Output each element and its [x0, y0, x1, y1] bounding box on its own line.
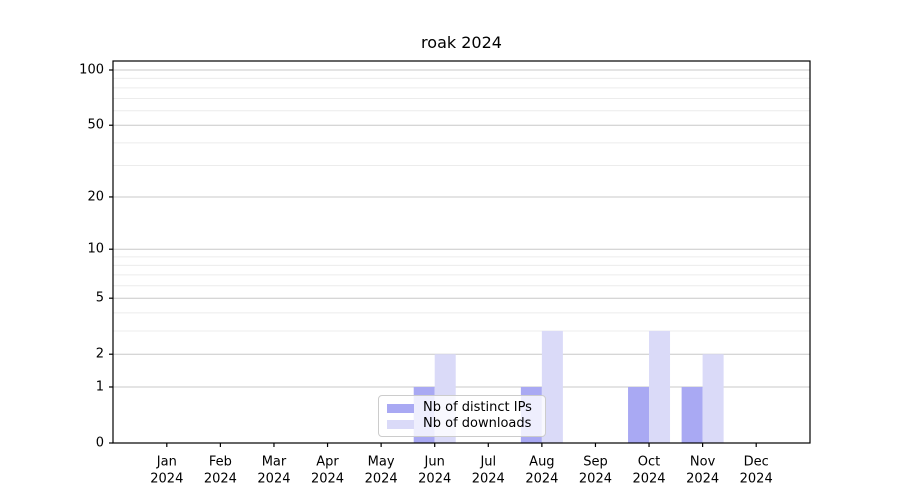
legend-label-downloads: Nb of downloads — [423, 416, 532, 431]
x-tick-label-year-jan: 2024 — [150, 472, 183, 487]
bar-downloads-aug — [541, 330, 563, 443]
x-tick-label-year-jun: 2024 — [418, 472, 451, 487]
y-tick-label-5: 5 — [96, 291, 104, 306]
bar-downloads-nov — [702, 354, 724, 443]
x-tick-label-year-apr: 2024 — [311, 472, 344, 487]
x-tick-label-year-aug: 2024 — [525, 472, 558, 487]
chart-title: roak 2024 — [421, 33, 502, 52]
x-tick-label-year-may: 2024 — [365, 472, 398, 487]
x-tick-label-year-dec: 2024 — [740, 472, 773, 487]
x-tick-label-year-oct: 2024 — [632, 472, 665, 487]
legend-swatch-downloads — [387, 419, 414, 429]
x-tick-label-month-feb: Feb — [209, 455, 232, 470]
x-tick-label-month-apr: Apr — [316, 455, 339, 470]
y-tick-label-2: 2 — [96, 347, 104, 362]
legend-item-downloads: Nb of downloads — [387, 417, 537, 431]
bar-downloads-oct — [649, 330, 671, 443]
x-tick-label-month-oct: Oct — [638, 455, 660, 470]
y-tick-label-1: 1 — [96, 379, 104, 394]
x-tick-label-month-may: May — [368, 455, 395, 470]
x-tick-label-year-nov: 2024 — [686, 472, 719, 487]
y-tick-label-20: 20 — [87, 189, 104, 204]
x-tick-label-month-jan: Jan — [156, 455, 177, 470]
bar-distinct-ips-oct — [628, 386, 650, 443]
x-tick-label-year-jul: 2024 — [472, 472, 505, 487]
y-tick-label-0: 0 — [96, 436, 104, 451]
x-tick-label-year-feb: 2024 — [204, 472, 237, 487]
y-tick-label-100: 100 — [79, 63, 104, 78]
y-tick-label-50: 50 — [87, 118, 104, 133]
legend: Nb of distinct IPs Nb of downloads — [378, 395, 546, 437]
x-tick-label-month-nov: Nov — [690, 455, 716, 470]
y-tick-label-10: 10 — [87, 242, 104, 257]
x-tick-label-month-sep: Sep — [583, 455, 608, 470]
x-tick-label-month-jul: Jul — [479, 455, 496, 470]
legend-item-distinct-ips: Nb of distinct IPs — [387, 401, 537, 415]
x-tick-label-year-mar: 2024 — [257, 472, 290, 487]
x-tick-label-month-jun: Jun — [424, 455, 445, 470]
legend-swatch-distinct-ips — [387, 403, 414, 413]
legend-label-distinct-ips: Nb of distinct IPs — [423, 400, 532, 415]
x-tick-label-year-sep: 2024 — [579, 472, 612, 487]
x-tick-label-month-mar: Mar — [262, 455, 287, 470]
x-tick-label-month-aug: Aug — [529, 455, 554, 470]
plot-border — [112, 60, 811, 444]
x-tick-label-month-dec: Dec — [744, 455, 769, 470]
bar-distinct-ips-nov — [681, 386, 703, 443]
